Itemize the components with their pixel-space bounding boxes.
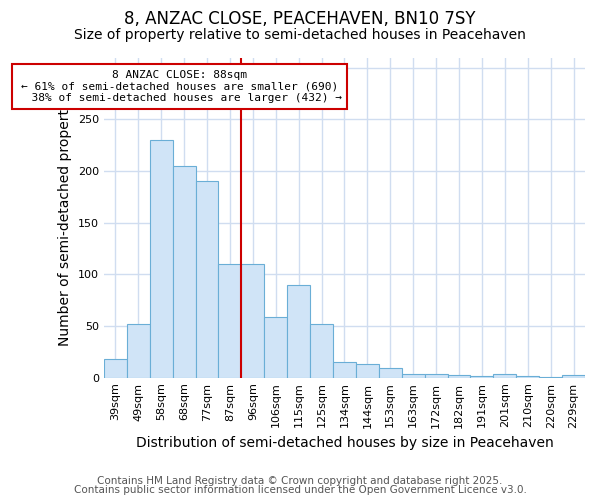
Bar	[173, 166, 196, 378]
Bar	[425, 374, 448, 378]
Text: 8, ANZAC CLOSE, PEACEHAVEN, BN10 7SY: 8, ANZAC CLOSE, PEACEHAVEN, BN10 7SY	[124, 10, 476, 28]
Bar	[310, 324, 333, 378]
X-axis label: Distribution of semi-detached houses by size in Peacehaven: Distribution of semi-detached houses by …	[136, 436, 553, 450]
Bar	[493, 374, 516, 378]
Bar	[448, 374, 470, 378]
Bar	[379, 368, 402, 378]
Bar	[516, 376, 539, 378]
Text: Contains HM Land Registry data © Crown copyright and database right 2025.: Contains HM Land Registry data © Crown c…	[97, 476, 503, 486]
Text: Contains public sector information licensed under the Open Government Licence v3: Contains public sector information licen…	[74, 485, 526, 495]
Bar	[218, 264, 241, 378]
Bar	[287, 284, 310, 378]
Y-axis label: Number of semi-detached properties: Number of semi-detached properties	[58, 90, 73, 346]
Bar	[356, 364, 379, 378]
Bar	[264, 316, 287, 378]
Bar	[150, 140, 173, 378]
Bar	[241, 264, 264, 378]
Bar	[333, 362, 356, 378]
Bar	[196, 182, 218, 378]
Bar	[562, 374, 585, 378]
Text: Size of property relative to semi-detached houses in Peacehaven: Size of property relative to semi-detach…	[74, 28, 526, 42]
Bar	[470, 376, 493, 378]
Bar	[104, 359, 127, 378]
Bar	[127, 324, 150, 378]
Text: 8 ANZAC CLOSE: 88sqm
← 61% of semi-detached houses are smaller (690)
  38% of se: 8 ANZAC CLOSE: 88sqm ← 61% of semi-detac…	[17, 70, 341, 103]
Bar	[402, 374, 425, 378]
Bar	[539, 376, 562, 378]
